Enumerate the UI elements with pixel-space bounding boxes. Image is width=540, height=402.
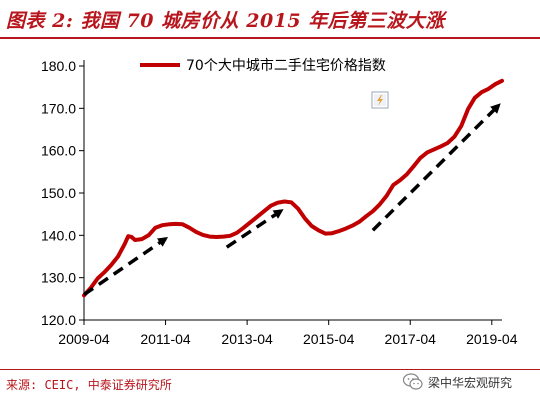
x-tick-label: 2011-04: [140, 331, 191, 347]
chart-area: 120.0 130.0 140.0 150.0 160.0 170.0 180.0 2009…: [41, 57, 518, 347]
flash-icon: [371, 91, 389, 109]
y-tick-label: 120.0: [41, 312, 76, 328]
trend-arrows: [83, 103, 501, 297]
wechat-badge: 梁中华宏观研究: [402, 371, 512, 393]
legend-label-series-0: 70个大中城市二手住宅价格指数: [186, 57, 386, 74]
x-tick-label: 2013-04: [221, 331, 273, 347]
axes: [79, 60, 502, 325]
title-bar: 图表 2: 我国 70 城房价从 2015 年后第三波大涨: [0, 0, 540, 40]
series-line-0: [82, 78, 504, 298]
y-tick-label: 180.0: [41, 58, 76, 74]
source-note: 来源: CEIC, 中泰证券研究所: [6, 378, 172, 392]
y-tick-labels: 120.0 130.0 140.0 150.0 160.0 170.0 180.0: [41, 58, 76, 328]
y-tick-label: 170.0: [41, 100, 76, 116]
legend: 70个大中城市二手住宅价格指数: [140, 57, 386, 74]
y-tick-label: 130.0: [41, 270, 76, 286]
x-tick-labels: 2009-04 2011-04 2013-04 2015-04 2017-04 2019-…: [58, 331, 517, 347]
y-tick-label: 160.0: [41, 143, 76, 159]
x-tick-label: 2009-04: [58, 331, 110, 347]
trend-arrow-1: [225, 209, 284, 249]
source-divider: [0, 369, 540, 370]
series-group: [82, 78, 504, 298]
account-name: 梁中华宏观研究: [428, 375, 513, 390]
wechat-icon: [402, 373, 423, 390]
chart-title: 图表 2: 我国 70 城房价从 2015 年后第三波大涨: [6, 10, 445, 32]
trend-arrow-2: [371, 103, 501, 232]
title-divider: [0, 37, 540, 39]
y-tick-label: 150.0: [41, 185, 76, 201]
trend-arrow-0: [83, 237, 169, 297]
x-tick-label: 2015-04: [303, 331, 355, 347]
y-tick-label: 140.0: [41, 227, 76, 243]
x-tick-label: 2017-04: [385, 331, 437, 347]
x-tick-label: 2019-04: [466, 331, 518, 347]
